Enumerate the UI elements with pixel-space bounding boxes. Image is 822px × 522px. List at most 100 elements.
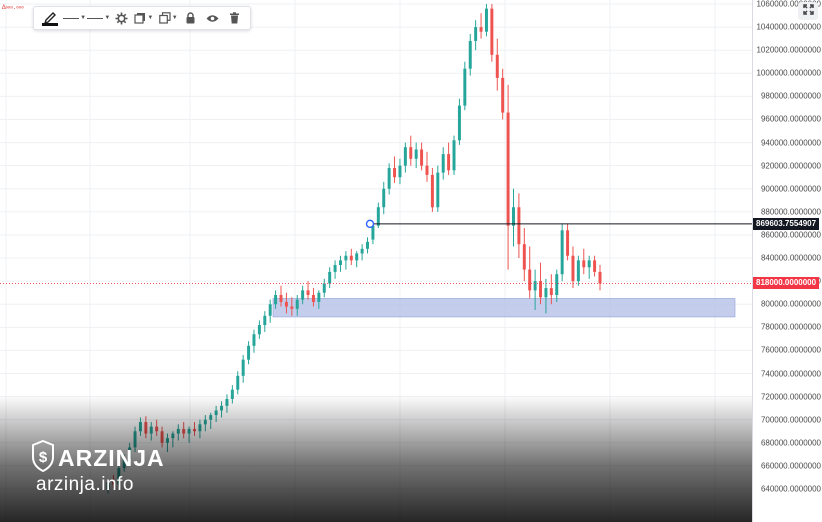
candle-body <box>403 147 407 166</box>
candle-body <box>220 405 224 411</box>
cursor-price-tag: 869603.7554907 <box>753 217 820 230</box>
last-price-tag: 818000.0000000 <box>753 277 820 290</box>
candle <box>257 320 261 339</box>
candle-body <box>582 260 586 268</box>
candle-body <box>371 225 375 240</box>
candle <box>268 299 272 323</box>
price-tick-label: 1000000.0000000 <box>756 68 821 78</box>
candle <box>463 61 467 111</box>
price-tick-label: 940000.0000000 <box>760 138 821 148</box>
line-width-dropdown[interactable]: ▼ <box>87 6 111 30</box>
watermark-logo: $ ARZINJA <box>32 439 165 477</box>
watermark-url: arzinja.info <box>36 474 134 495</box>
candle <box>576 255 580 286</box>
price-tick-label: 900000.0000000 <box>760 184 821 194</box>
candle <box>322 278 326 298</box>
fullscreen-button[interactable] <box>798 2 818 20</box>
candle <box>333 260 337 279</box>
candle-body <box>182 428 186 434</box>
line-style-dropdown[interactable]: ▼ <box>62 6 86 30</box>
candle <box>236 371 240 395</box>
chevron-down-icon: ▼ <box>147 15 154 21</box>
candle <box>274 290 278 309</box>
candle-body <box>447 154 451 171</box>
candle-body <box>274 295 278 305</box>
candle-body <box>587 260 591 268</box>
layers-dropdown[interactable]: ▼ <box>132 6 156 30</box>
candle <box>512 188 515 247</box>
pencil-button[interactable] <box>38 6 62 30</box>
candle <box>560 223 564 282</box>
candle <box>528 246 532 299</box>
candle <box>171 431 175 448</box>
candle-body <box>484 8 488 32</box>
candle-body <box>328 271 332 284</box>
candle-body <box>501 77 505 113</box>
price-tick-label: 780000.0000000 <box>760 322 821 332</box>
candle-body <box>376 207 380 226</box>
lock-button[interactable] <box>180 6 201 30</box>
candle <box>355 251 359 268</box>
candle <box>593 255 597 277</box>
price-tick-label: 860000.0000000 <box>760 230 821 240</box>
candle <box>366 237 370 254</box>
candle-body <box>263 315 267 326</box>
chevron-down-icon: ▼ <box>171 15 178 21</box>
price-tick-label: 980000.0000000 <box>760 91 821 101</box>
candle-body <box>457 105 461 141</box>
candle <box>220 401 224 418</box>
candle-body <box>268 304 272 316</box>
candle-body <box>149 426 153 434</box>
candle <box>555 269 559 302</box>
candle-body <box>468 40 472 69</box>
settings-button[interactable] <box>111 6 132 30</box>
candle <box>360 244 364 261</box>
candle <box>176 424 180 441</box>
price-tick-label: 680000.0000000 <box>760 438 821 448</box>
candle <box>457 98 461 145</box>
candle-body <box>506 112 510 226</box>
price-tick-label: 880000.0000000 <box>760 207 821 217</box>
candle <box>452 135 456 175</box>
trash-icon <box>229 12 240 24</box>
candle-body <box>290 306 294 309</box>
visibility-button[interactable] <box>201 6 223 30</box>
clone-dropdown[interactable]: ▼ <box>156 6 180 30</box>
ray-anchor-handle[interactable] <box>365 219 375 229</box>
candle-body <box>425 165 429 175</box>
candle <box>479 13 483 39</box>
price-tick-label: 640000.0000000 <box>760 484 821 494</box>
candle <box>165 433 169 453</box>
candle-body <box>479 27 483 32</box>
watermark-brand: ARZINJA <box>58 445 165 471</box>
candle-body <box>311 295 315 302</box>
candle <box>436 165 440 212</box>
candle-body <box>436 172 440 208</box>
delete-button[interactable] <box>224 6 246 30</box>
candle-body <box>214 410 218 416</box>
candle <box>306 281 310 300</box>
price-tick-label: 800000.0000000 <box>760 299 821 309</box>
candle-body <box>203 419 207 425</box>
candle <box>447 142 451 175</box>
price-tick-label: 1060000.0000000 <box>756 0 821 9</box>
candle <box>501 68 505 120</box>
candle <box>420 142 424 171</box>
candle <box>533 269 537 311</box>
candle <box>387 163 391 195</box>
candle-body <box>398 165 402 178</box>
candle-body <box>306 290 310 295</box>
candle <box>393 156 397 183</box>
candle <box>403 142 407 173</box>
candle-body <box>193 428 196 432</box>
chevron-down-icon: ▼ <box>104 15 111 21</box>
candle-body <box>393 167 397 178</box>
price-tick-label: 760000.0000000 <box>760 345 821 355</box>
price-axis[interactable]: 1060000.0000000 1040000.0000000 1020000.00… <box>752 0 822 522</box>
candle-body <box>355 253 359 261</box>
line-width-icon <box>87 17 104 19</box>
candle-body <box>495 54 499 78</box>
price-tick-label: 700000.0000000 <box>760 415 821 425</box>
candle-body <box>571 255 575 282</box>
candle-body <box>420 149 424 166</box>
